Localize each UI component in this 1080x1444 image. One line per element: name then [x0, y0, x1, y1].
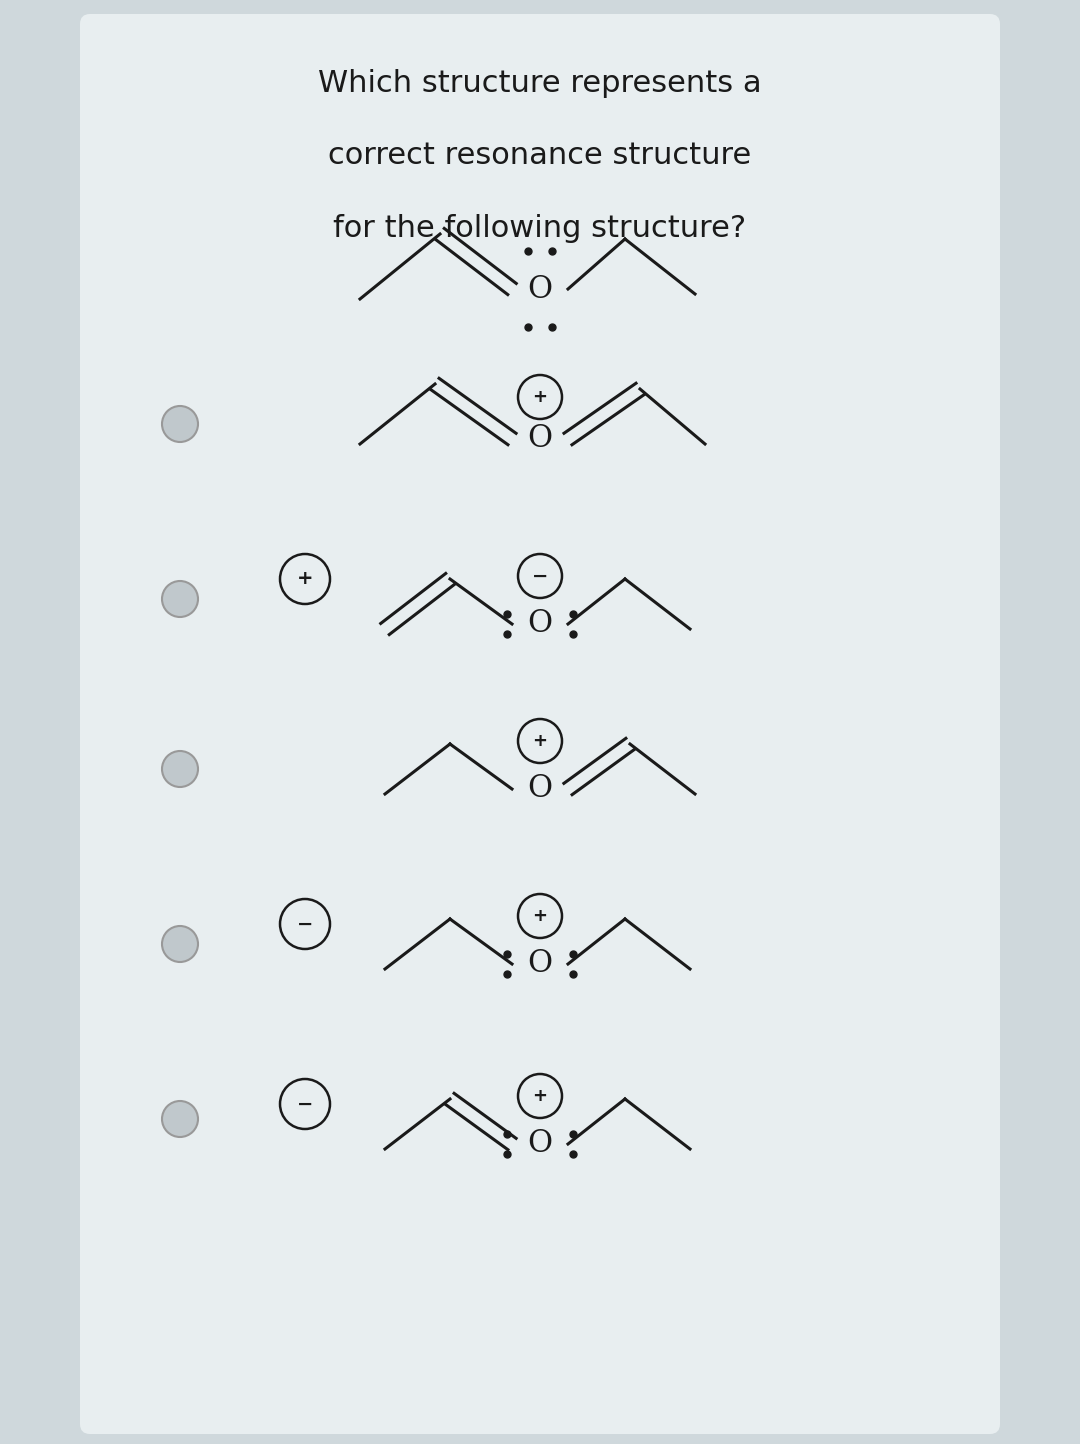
Circle shape: [162, 926, 198, 962]
Circle shape: [518, 894, 562, 939]
Circle shape: [162, 1100, 198, 1136]
Circle shape: [162, 406, 198, 442]
Text: O: O: [527, 949, 553, 979]
Text: for the following structure?: for the following structure?: [334, 214, 746, 243]
Text: −: −: [297, 1095, 313, 1113]
Circle shape: [280, 900, 330, 949]
Text: +: +: [532, 388, 548, 406]
Text: O: O: [527, 1129, 553, 1160]
Text: +: +: [297, 569, 313, 589]
Text: +: +: [532, 1087, 548, 1105]
Circle shape: [518, 719, 562, 762]
Text: correct resonance structure: correct resonance structure: [328, 142, 752, 170]
Text: +: +: [532, 732, 548, 749]
Circle shape: [280, 554, 330, 604]
Circle shape: [518, 375, 562, 419]
FancyBboxPatch shape: [80, 14, 1000, 1434]
Circle shape: [518, 1074, 562, 1118]
Text: O: O: [527, 774, 553, 804]
Circle shape: [518, 554, 562, 598]
Circle shape: [162, 751, 198, 787]
Text: +: +: [532, 907, 548, 926]
Text: O: O: [527, 423, 553, 455]
Circle shape: [280, 1079, 330, 1129]
Text: Which structure represents a: Which structure represents a: [319, 69, 761, 98]
Text: −: −: [531, 566, 549, 585]
Text: O: O: [527, 273, 553, 305]
Circle shape: [162, 580, 198, 617]
Text: O: O: [527, 608, 553, 640]
Text: −: −: [297, 914, 313, 933]
